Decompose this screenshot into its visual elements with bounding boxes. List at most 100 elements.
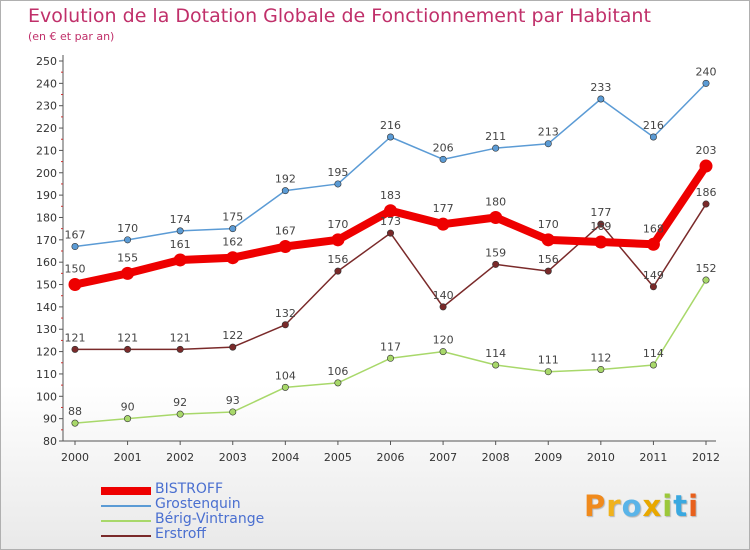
data-point bbox=[594, 235, 608, 249]
y-tick-label: 110 bbox=[36, 368, 57, 381]
x-tick-label: 2010 bbox=[587, 451, 615, 464]
data-label: 169 bbox=[590, 220, 611, 233]
data-label: 155 bbox=[117, 251, 138, 264]
data-label: 213 bbox=[538, 126, 559, 139]
data-label: 183 bbox=[380, 189, 401, 202]
data-labels-layer: 150 155 161 162 167 170 183 177 180 170 169 168 203 1… bbox=[65, 65, 717, 418]
data-label: 152 bbox=[696, 262, 717, 275]
data-label: 240 bbox=[696, 65, 717, 78]
logo-letter: i bbox=[662, 489, 674, 523]
data-point bbox=[492, 260, 500, 268]
data-point bbox=[226, 251, 240, 265]
data-label: 117 bbox=[380, 340, 401, 353]
data-point bbox=[278, 240, 292, 254]
data-label: 216 bbox=[643, 119, 664, 132]
logo-letter: i bbox=[688, 489, 700, 523]
data-point bbox=[124, 415, 132, 423]
data-label: 206 bbox=[433, 141, 454, 154]
y-tick-label: 190 bbox=[36, 189, 57, 202]
data-label: 156 bbox=[538, 253, 559, 266]
data-point bbox=[173, 253, 187, 267]
x-tick-label: 2003 bbox=[219, 451, 247, 464]
data-label: 192 bbox=[275, 173, 296, 186]
data-label: 132 bbox=[275, 307, 296, 320]
legend-label: Grostenquin bbox=[155, 496, 241, 512]
y-tick-label: 220 bbox=[36, 122, 57, 135]
y-tick-label: 130 bbox=[36, 323, 57, 336]
data-label: 173 bbox=[380, 215, 401, 228]
data-point bbox=[492, 144, 500, 152]
data-label: 161 bbox=[170, 238, 191, 251]
data-point bbox=[334, 379, 342, 387]
data-point bbox=[386, 229, 394, 237]
series-b-rig-vintrange bbox=[71, 276, 710, 427]
data-point bbox=[541, 233, 555, 247]
y-tick-label: 200 bbox=[36, 167, 57, 180]
data-point bbox=[702, 200, 710, 208]
y-tick-label: 240 bbox=[36, 77, 57, 90]
data-point bbox=[176, 410, 184, 418]
data-label: 159 bbox=[485, 246, 506, 259]
data-point bbox=[597, 95, 605, 103]
data-point bbox=[489, 210, 503, 224]
data-point bbox=[544, 267, 552, 275]
data-label: 156 bbox=[327, 253, 348, 266]
x-tick-label: 2000 bbox=[61, 451, 89, 464]
data-point bbox=[439, 303, 447, 311]
data-label: 121 bbox=[65, 331, 86, 344]
x-tick-label: 2008 bbox=[482, 451, 510, 464]
legend-label: Bérig-Vintrange bbox=[155, 511, 265, 527]
data-point bbox=[597, 220, 605, 228]
y-tick-label: 100 bbox=[36, 390, 57, 403]
data-point bbox=[68, 278, 82, 292]
data-point bbox=[436, 217, 450, 231]
axes: 8090100110120130140150160170180190200210… bbox=[36, 55, 720, 464]
y-tick-label: 80 bbox=[43, 435, 57, 448]
data-label: 180 bbox=[485, 195, 506, 208]
data-label: 167 bbox=[275, 225, 296, 238]
data-point bbox=[229, 408, 237, 416]
data-point bbox=[334, 267, 342, 275]
data-point bbox=[386, 354, 394, 362]
logo-letter: x bbox=[642, 489, 663, 523]
legend-swatch bbox=[101, 520, 151, 522]
data-label: 111 bbox=[538, 354, 559, 367]
data-point bbox=[649, 361, 657, 369]
data-point bbox=[124, 345, 132, 353]
data-point bbox=[281, 383, 289, 391]
data-point bbox=[124, 236, 132, 244]
series-bistroff bbox=[68, 159, 713, 292]
data-label: 170 bbox=[117, 222, 138, 235]
data-label: 170 bbox=[538, 218, 559, 231]
legend-label: Erstroff bbox=[155, 526, 207, 542]
x-tick-label: 2001 bbox=[114, 451, 142, 464]
y-tick-label: 90 bbox=[43, 413, 57, 426]
legend-label: BISTROFF bbox=[155, 481, 224, 497]
y-tick-label: 180 bbox=[36, 211, 57, 224]
logo-letter: t bbox=[673, 489, 689, 523]
series-grostenquin bbox=[71, 79, 710, 251]
data-label: 93 bbox=[226, 394, 240, 407]
x-tick-label: 2011 bbox=[639, 451, 667, 464]
data-label: 90 bbox=[121, 401, 135, 414]
y-tick-label: 170 bbox=[36, 234, 57, 247]
y-tick-label: 230 bbox=[36, 100, 57, 113]
data-label: 121 bbox=[170, 331, 191, 344]
y-tick-label: 210 bbox=[36, 144, 57, 157]
data-label: 114 bbox=[485, 347, 506, 360]
data-point bbox=[649, 133, 657, 141]
data-label: 149 bbox=[643, 269, 664, 282]
legend-swatch bbox=[101, 535, 151, 537]
data-point bbox=[71, 419, 79, 427]
legend-swatch bbox=[101, 487, 151, 495]
legend-swatch bbox=[101, 505, 151, 507]
data-label: 112 bbox=[590, 351, 611, 364]
data-label: 170 bbox=[327, 218, 348, 231]
x-tick-label: 2006 bbox=[377, 451, 405, 464]
data-label: 120 bbox=[433, 334, 454, 347]
x-tick-label: 2009 bbox=[534, 451, 562, 464]
logo-letter: P bbox=[584, 489, 607, 523]
data-point bbox=[334, 180, 342, 188]
data-point bbox=[439, 155, 447, 163]
